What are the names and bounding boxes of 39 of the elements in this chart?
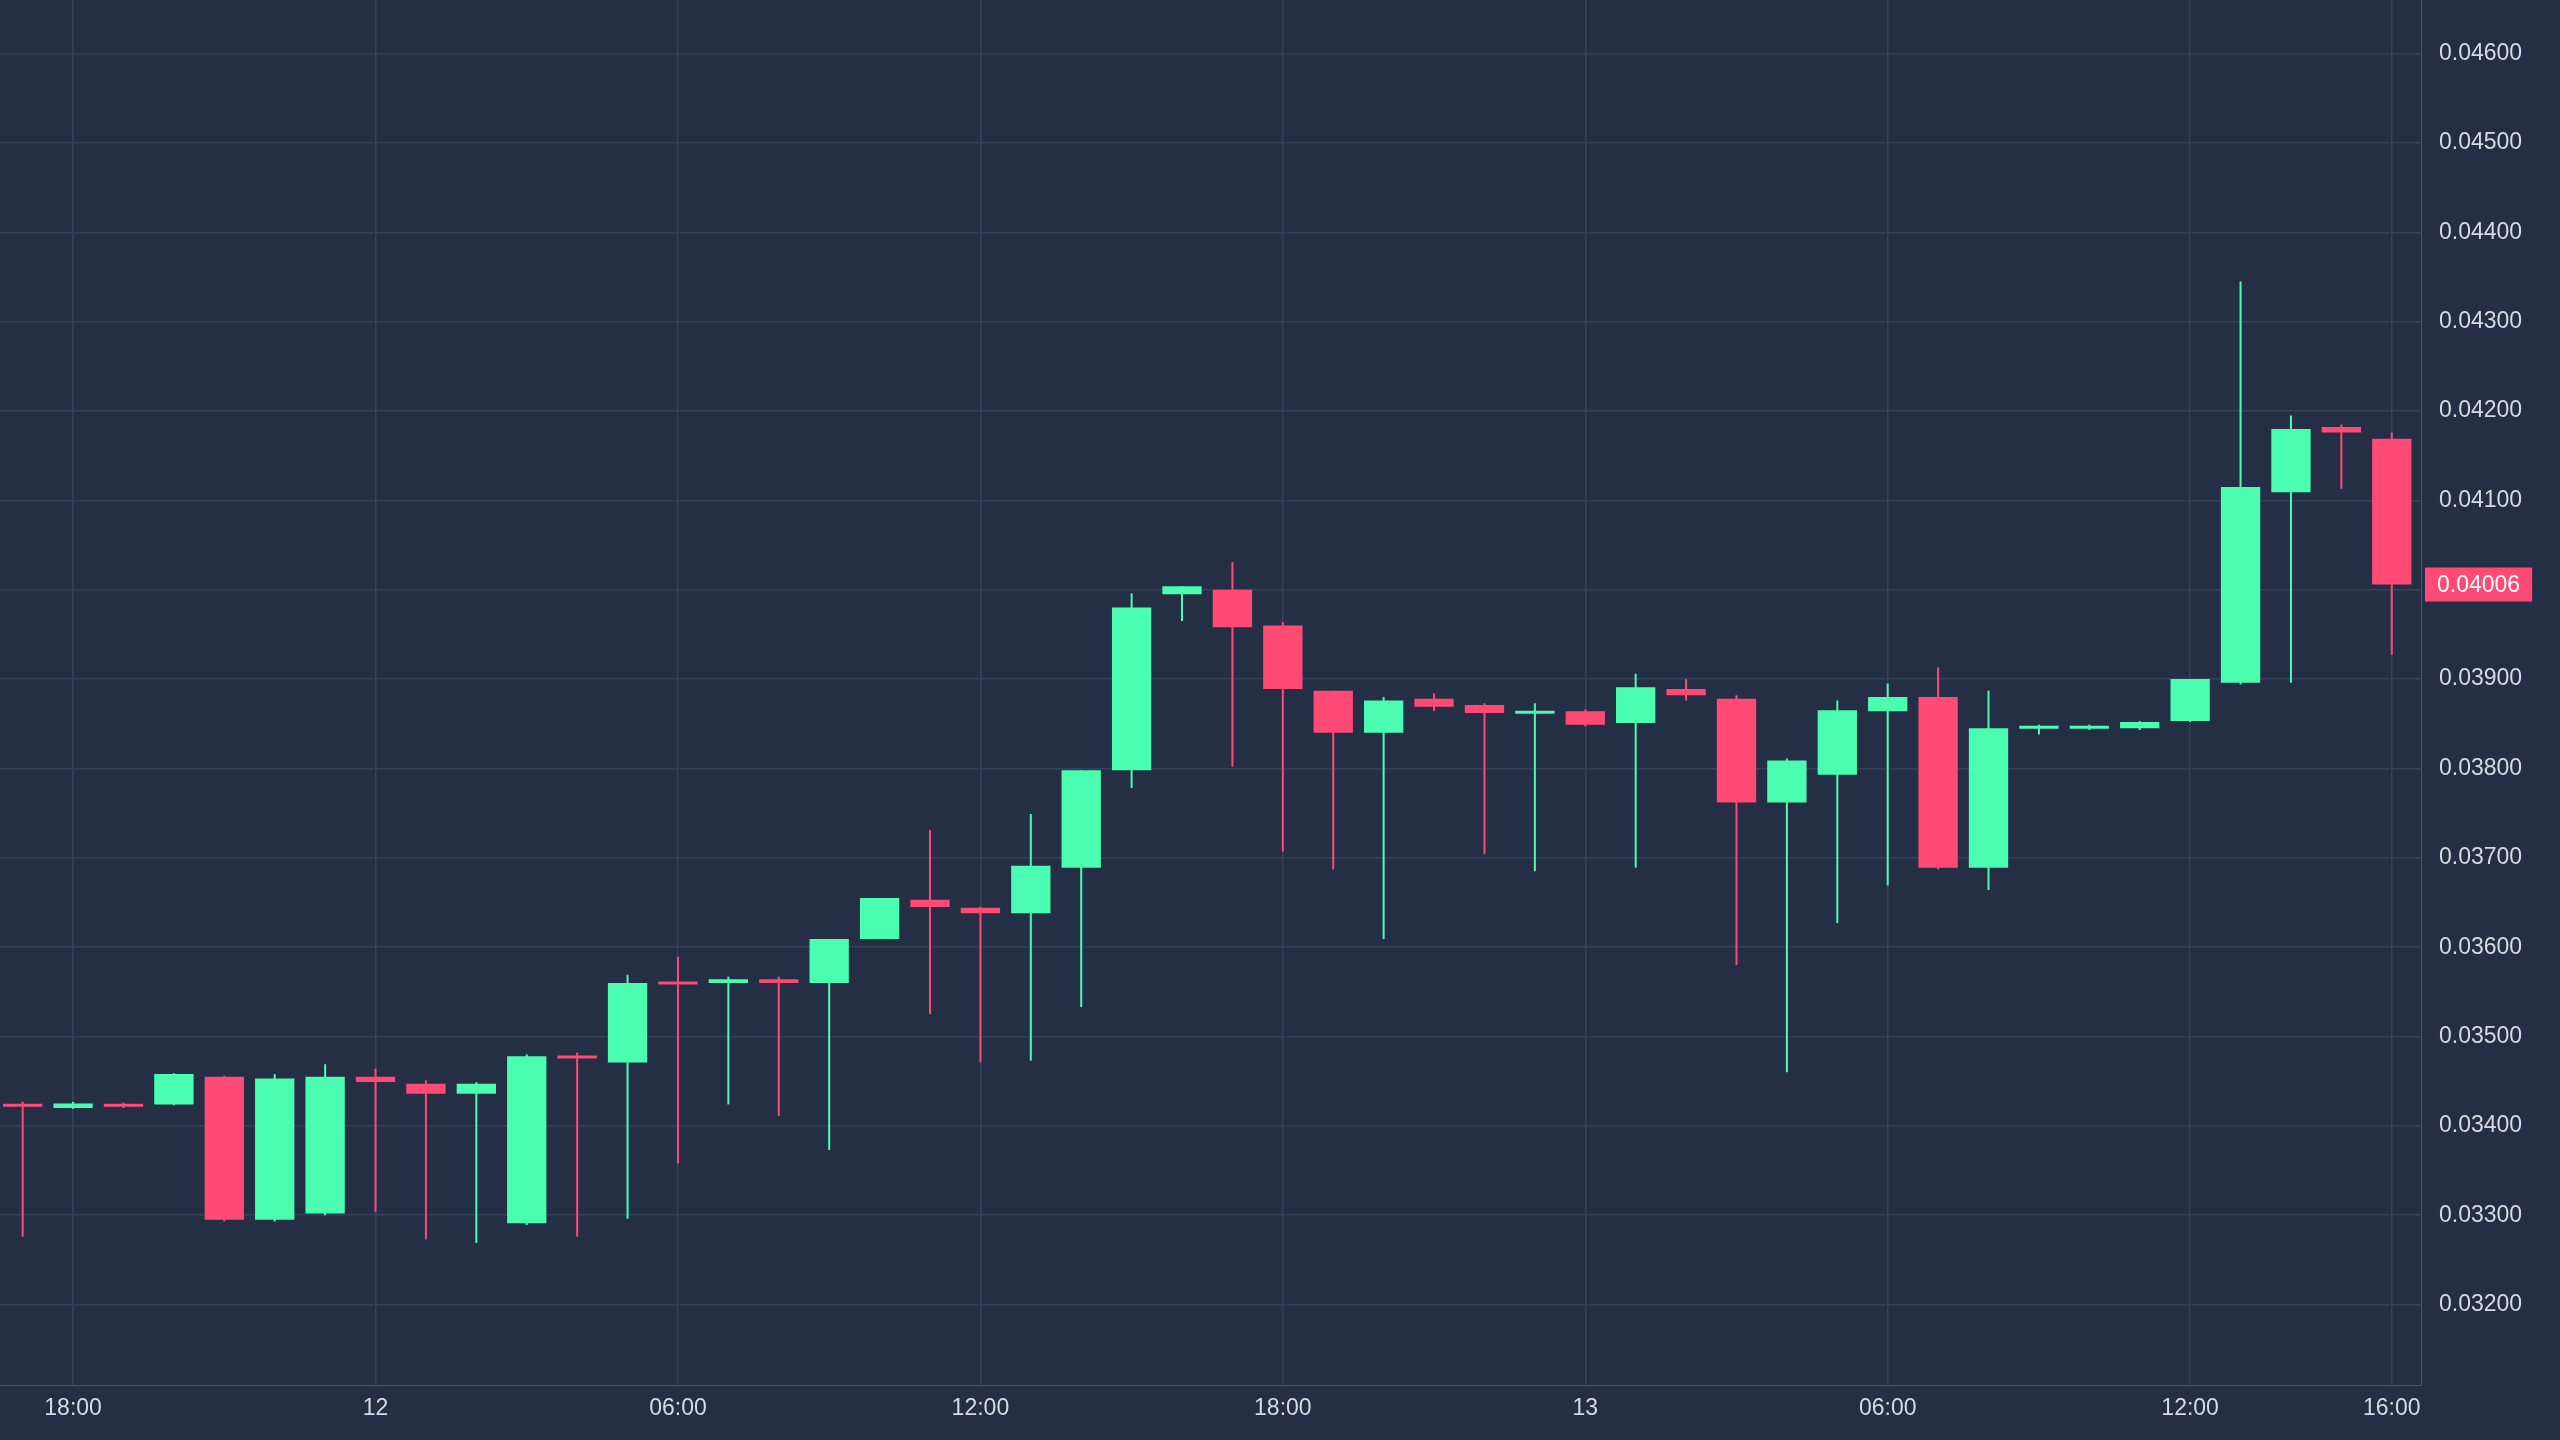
x-tick-label: 12:00 (951, 1394, 1010, 1421)
candlestick (3, 1100, 43, 1238)
x-tick-label: 16:00 (2362, 1394, 2421, 1421)
candlestick (1666, 678, 1706, 702)
y-tick-label: 0.03800 (2439, 753, 2523, 780)
candlestick (960, 905, 1001, 1064)
candlestick (406, 1079, 446, 1241)
candlestick (1515, 702, 1555, 873)
x-tick-label: 06:00 (649, 1394, 707, 1421)
candlestick (708, 975, 749, 1106)
x-tick-label: 06:00 (1858, 1394, 1917, 1421)
x-tick-label: 18:00 (1254, 1394, 1312, 1421)
candlestick (456, 1081, 496, 1244)
text: 0.04006 (2437, 570, 2521, 597)
y-tick-label: 0.03400 (2439, 1111, 2523, 1138)
y-tick-label: 0.03900 (2439, 664, 2523, 691)
x-tick-label: 18:00 (44, 1394, 102, 1421)
y-tick-label: 0.03300 (2439, 1200, 2523, 1227)
candlestick (1464, 702, 1505, 856)
y-tick-label: 0.04600 (2439, 38, 2523, 65)
x-tick-label: 13 (1572, 1394, 1599, 1421)
y-tick-label: 0.04400 (2439, 217, 2523, 244)
x-tick-label: 12 (362, 1394, 389, 1421)
y-tick-label: 0.03700 (2439, 843, 2523, 870)
y-tick-label: 0.04200 (2439, 396, 2523, 423)
candlestick (910, 829, 950, 1016)
candlestick (2321, 423, 2362, 490)
y-tick-label: 0.03200 (2439, 1289, 2523, 1316)
candlestick (658, 955, 698, 1165)
candlestick (557, 1051, 597, 1238)
y-tick-label: 0.04300 (2439, 307, 2523, 334)
x-tick-label: 12:00 (2161, 1394, 2219, 1421)
candlestick (1868, 682, 1908, 887)
candlestick (355, 1067, 396, 1213)
y-tick-label: 0.03600 (2439, 932, 2523, 959)
y-tick-label: 0.04100 (2439, 485, 2523, 512)
y-tick-label: 0.04500 (2439, 128, 2523, 155)
y-tick-label: 0.03500 (2439, 1021, 2523, 1048)
candlestick (759, 975, 799, 1118)
